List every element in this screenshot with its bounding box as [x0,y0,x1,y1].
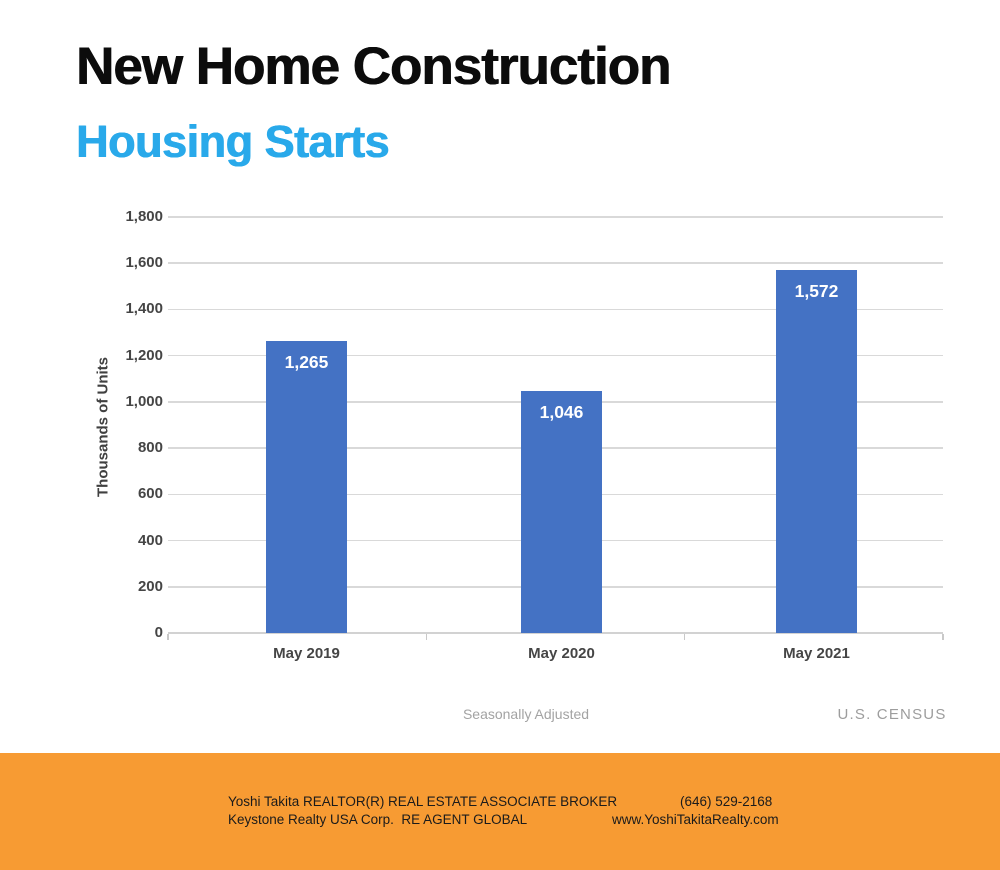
y-axis-tick-label: 1,000 [125,392,163,410]
x-axis-tick-mark [167,633,169,640]
x-axis-line [168,632,943,635]
agent-name-line: Yoshi Takita REALTOR(R) REAL ESTATE ASSO… [228,794,618,809]
gridline [168,262,943,264]
bar-value-label: 1,046 [539,402,584,423]
source-label: U.S. CENSUS [837,706,947,723]
page-title: New Home Construction [76,37,671,96]
page-subtitle: Housing Starts [76,116,390,167]
bar-may-2021: 1,572 [776,269,857,633]
housing-starts-bar-chart: Thousands of Units 1,800 1,600 1,400 1,200 1… [94,208,944,662]
y-axis-title: Thousands of Units [94,357,112,497]
agency-line: Keystone Realty USA Corp. RE AGENT GLOBA… [228,812,528,827]
x-axis-category-label: May 2019 [273,645,340,662]
chart-footnote: Seasonally Adjusted [462,706,590,722]
y-axis-tick-label: 1,200 [125,346,163,364]
contact-footer: Sep [0,753,1000,870]
y-axis-tick-label: 800 [137,439,163,457]
phone-number: (646) 529-2168 [680,794,773,809]
website-link[interactable]: www.YoshiTakitaRealty.com [612,812,779,827]
x-axis-category-label: May 2021 [783,645,850,662]
x-axis-tick-mark [425,633,428,640]
y-axis-tick-label: 200 [137,577,163,595]
y-axis-tick-label: 0 [154,624,163,641]
bar-value-label: 1,572 [794,280,839,301]
x-axis-category-label: May 2020 [528,645,595,662]
gridline [168,354,943,357]
gridline [168,308,943,311]
y-axis-tick-label: 400 [137,531,163,549]
y-axis-tick-label: 1,400 [125,300,163,318]
y-axis-tick-label: 1,600 [125,254,163,272]
y-axis-tick-label: 1,800 [125,208,163,225]
bar-value-label: 1,265 [284,351,329,372]
x-axis-tick-mark [942,633,944,640]
bar-may-2019: 1,265 [266,340,347,633]
y-axis-tick-label: 600 [137,485,163,503]
bar-may-2020: 1,046 [521,391,602,633]
gridline [168,216,943,218]
x-axis-tick-mark [683,633,686,640]
